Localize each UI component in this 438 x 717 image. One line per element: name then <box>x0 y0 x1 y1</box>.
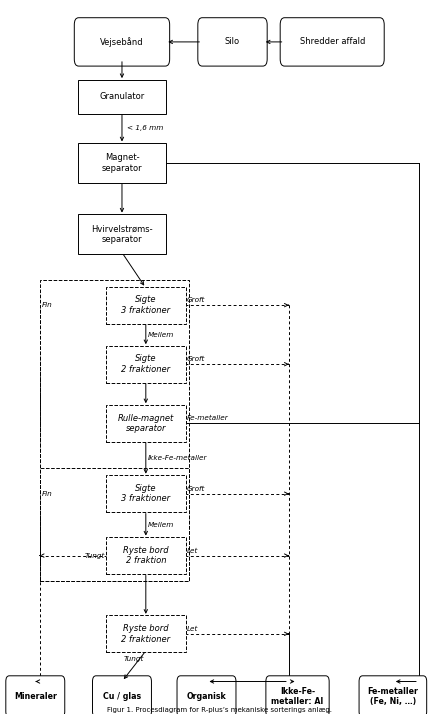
Text: Fin: Fin <box>42 490 53 497</box>
FancyBboxPatch shape <box>6 676 65 717</box>
Text: Tungt: Tungt <box>84 553 104 559</box>
FancyBboxPatch shape <box>78 214 166 254</box>
Text: Fe-metaller: Fe-metaller <box>187 415 228 422</box>
Text: Fe-metaller
(Fe, Ni, …): Fe-metaller (Fe, Ni, …) <box>367 687 417 706</box>
Text: Rulle-magnet
separator: Rulle-magnet separator <box>117 414 173 433</box>
Text: Let: Let <box>187 548 198 554</box>
FancyBboxPatch shape <box>106 346 185 383</box>
Text: Ryste bord
2 fraktion: Ryste bord 2 fraktion <box>123 546 168 565</box>
Text: Ikke-Fe-
metaller: Al: Ikke-Fe- metaller: Al <box>271 687 323 706</box>
FancyBboxPatch shape <box>78 143 166 183</box>
Bar <box>39 468 189 581</box>
Text: Mellem: Mellem <box>148 332 174 338</box>
Text: Groft: Groft <box>187 485 205 492</box>
FancyBboxPatch shape <box>279 18 383 66</box>
Text: Shredder affald: Shredder affald <box>299 37 364 47</box>
Text: Tungt: Tungt <box>123 656 143 662</box>
FancyBboxPatch shape <box>106 615 185 652</box>
Text: Granulator: Granulator <box>99 92 144 101</box>
Bar <box>39 280 189 581</box>
Text: Mineraler: Mineraler <box>14 692 57 701</box>
Text: Magnet-
separator: Magnet- separator <box>102 153 142 173</box>
Text: Sigte
3 fraktioner: Sigte 3 fraktioner <box>121 295 170 315</box>
FancyBboxPatch shape <box>106 287 185 323</box>
Text: Ikke-Fe-metaller: Ikke-Fe-metaller <box>148 455 207 462</box>
Text: Figur 1. Procesdiagram for R-plus’s mekaniske sorterings anlæg.: Figur 1. Procesdiagram for R-plus’s meka… <box>107 707 331 713</box>
Text: Groft: Groft <box>187 356 205 362</box>
FancyBboxPatch shape <box>106 404 185 442</box>
Text: Fin: Fin <box>42 302 53 308</box>
Text: Sigte
3 fraktioner: Sigte 3 fraktioner <box>121 484 170 503</box>
Text: Silo: Silo <box>224 37 240 47</box>
Text: Let: Let <box>187 626 198 632</box>
Text: Mellem: Mellem <box>148 522 174 528</box>
Text: < 1,6 mm: < 1,6 mm <box>127 125 163 131</box>
FancyBboxPatch shape <box>358 676 426 717</box>
FancyBboxPatch shape <box>198 18 267 66</box>
Text: Ryste bord
2 fraktioner: Ryste bord 2 fraktioner <box>121 624 170 644</box>
Text: Cu / glas: Cu / glas <box>102 692 141 701</box>
Text: Groft: Groft <box>187 297 205 303</box>
FancyBboxPatch shape <box>265 676 328 717</box>
FancyBboxPatch shape <box>78 80 166 114</box>
FancyBboxPatch shape <box>92 676 151 717</box>
FancyBboxPatch shape <box>177 676 236 717</box>
FancyBboxPatch shape <box>74 18 169 66</box>
FancyBboxPatch shape <box>106 537 185 574</box>
Text: Sigte
2 fraktioner: Sigte 2 fraktioner <box>121 354 170 374</box>
FancyBboxPatch shape <box>106 475 185 512</box>
Text: Hvirvelstrøms-
separator: Hvirvelstrøms- separator <box>91 224 152 244</box>
Text: Organisk: Organisk <box>186 692 226 701</box>
Text: Vejsebånd: Vejsebånd <box>100 37 144 47</box>
